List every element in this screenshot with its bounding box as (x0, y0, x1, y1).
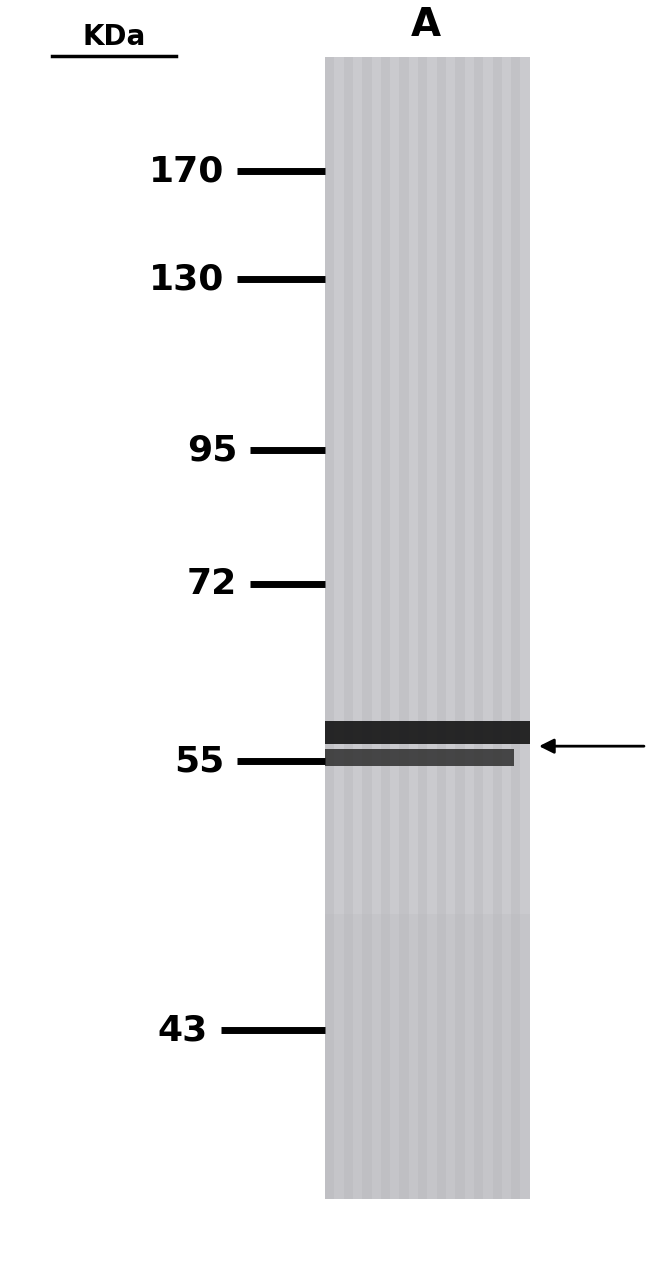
Bar (390, 57, 400, 1199)
Bar (344, 57, 353, 1199)
Bar (325, 721, 530, 744)
Bar (362, 57, 372, 1199)
Bar (353, 57, 362, 1199)
Bar (400, 57, 409, 1199)
Text: 130: 130 (149, 263, 224, 296)
Text: A: A (411, 6, 441, 44)
Bar (325, 57, 334, 1199)
Bar (446, 57, 455, 1199)
Bar (381, 57, 390, 1199)
Bar (325, 914, 530, 1199)
Bar (502, 57, 511, 1199)
Bar (493, 57, 502, 1199)
Bar (372, 57, 381, 1199)
Bar (465, 57, 474, 1199)
Bar (521, 57, 530, 1199)
Bar (483, 57, 493, 1199)
Bar (437, 57, 446, 1199)
Bar (325, 57, 530, 1199)
Bar (455, 57, 465, 1199)
Text: 95: 95 (187, 434, 237, 467)
Text: 170: 170 (149, 155, 224, 188)
Text: KDa: KDa (82, 23, 146, 51)
Bar (511, 57, 521, 1199)
Bar (428, 57, 437, 1199)
Text: 55: 55 (174, 745, 224, 778)
Text: 43: 43 (158, 1014, 208, 1047)
Bar (474, 57, 483, 1199)
Bar (409, 57, 418, 1199)
Bar (325, 749, 514, 765)
Bar (334, 57, 344, 1199)
Bar (418, 57, 428, 1199)
Text: 72: 72 (187, 567, 237, 600)
